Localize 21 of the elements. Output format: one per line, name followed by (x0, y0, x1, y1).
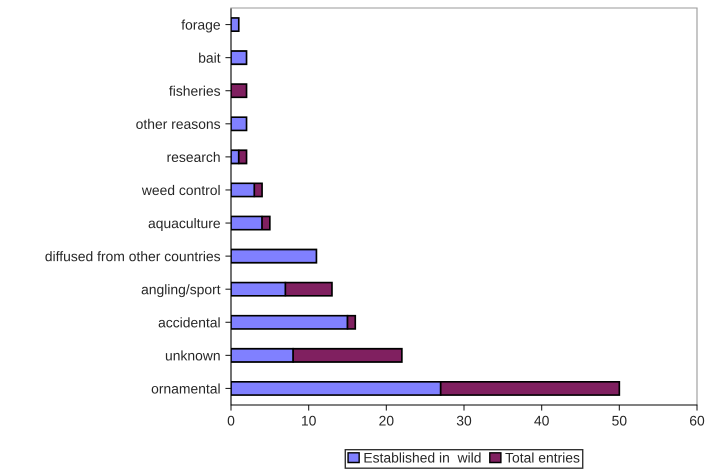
legend-label: Established in wild (364, 452, 481, 463)
y-tick-label: diffused from other countries (45, 251, 220, 262)
x-tick-label: 40 (534, 416, 549, 426)
y-tick-label: ornamental (152, 383, 220, 394)
x-tick-label: 20 (379, 416, 394, 426)
y-tick-label: weed control (142, 184, 220, 196)
y-tick-label: other reasons (136, 118, 220, 129)
x-tick-label: 30 (456, 416, 472, 426)
x-tick-label: 10 (302, 416, 316, 426)
x-tick-label: 60 (690, 416, 704, 426)
y-tick-label: aquaculture (148, 218, 220, 231)
x-tick-label: 0 (228, 416, 234, 426)
y-tick-label: forage (181, 20, 220, 32)
y-tick-label: accidental (158, 317, 220, 328)
y-tick-label: unknown (166, 350, 220, 361)
y-tick-label: bait (199, 52, 220, 63)
legend-label: Total entries (505, 452, 580, 463)
y-tick-label: angling/sport (142, 284, 220, 298)
x-tick-label: 50 (612, 416, 627, 426)
y-tick-label: fisheries (169, 86, 220, 96)
y-tick-label: research (167, 152, 220, 162)
